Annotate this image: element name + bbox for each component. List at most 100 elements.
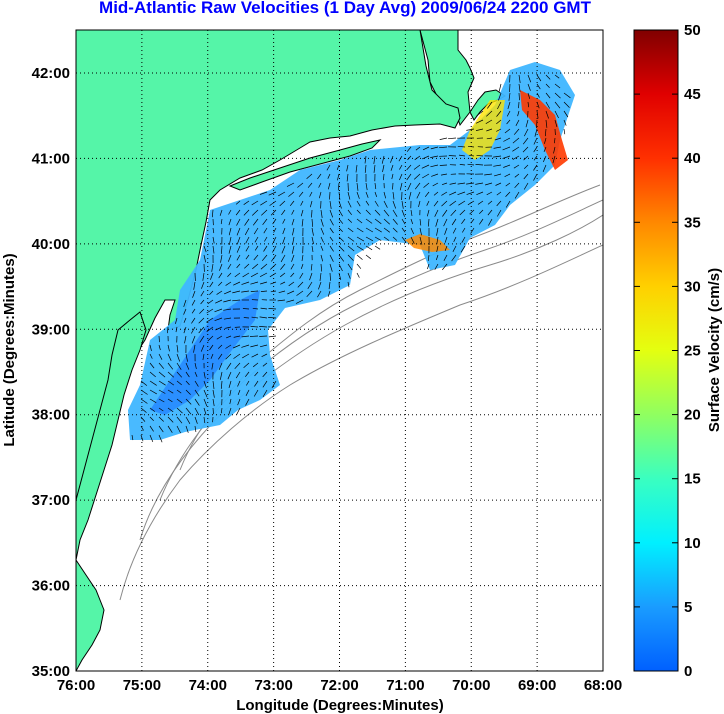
velocity-arrow [545,110,549,119]
velocity-arrow [554,92,561,99]
velocity-arrow [347,281,350,288]
velocity-arrow [356,191,360,199]
velocity-arrow [217,344,223,349]
velocity-arrow [496,128,502,132]
velocity-arrow [244,218,250,226]
velocity-arrow [310,263,313,271]
velocity-arrow [536,92,540,98]
velocity-arrow [383,200,388,208]
velocity-arrow [198,317,205,324]
velocity-arrow [419,227,422,236]
velocity-arrow [439,137,448,140]
velocity-arrow [421,155,430,160]
velocity-arrow [253,254,259,261]
velocity-arrow [365,254,372,260]
velocity-arrow [329,227,334,234]
velocity-arrow [158,434,163,443]
velocity-arrow [199,308,205,314]
velocity-arrow [506,119,511,125]
velocity-arrow [262,371,268,378]
velocity-arrow [434,209,439,217]
velocity-arrow [527,92,531,99]
velocity-arrow [383,236,390,241]
velocity-arrow [277,299,286,302]
velocity-arrow [185,389,191,395]
velocity-arrow [140,416,146,422]
velocity-arrow [430,164,439,168]
velocity-arrow [263,245,268,252]
velocity-arrow [543,146,547,153]
velocity-arrow [458,200,466,206]
velocity-arrow [218,272,223,279]
velocity-arrow [513,164,520,169]
velocity-arrow [194,371,198,377]
velocity-arrow [436,245,439,252]
velocity-arrow [220,380,223,389]
velocity-arrow [259,344,268,348]
velocity-arrow [201,281,205,289]
velocity-arrow [301,218,304,227]
velocity-arrow [486,137,493,140]
x-axis-label: Longitude (Degrees:Minutes) [236,697,444,714]
velocity-arrow [280,281,286,285]
velocity-arrow [206,308,214,314]
velocity-arrow [291,218,295,226]
velocity-arrow [279,200,286,207]
velocity-arrow [309,200,313,208]
velocity-arrow [338,236,344,242]
velocity-arrow [167,353,172,361]
velocity-arrow [199,335,205,343]
velocity-arrow [338,227,343,232]
velocity-arrow [383,173,385,181]
velocity-arrow [282,218,286,224]
velocity-arrow [448,155,457,157]
velocity-arrow [441,200,448,207]
velocity-arrow [319,272,322,281]
velocity-arrow [413,173,421,180]
velocity-arrow [243,209,250,216]
colorbar-tick-label: 0 [684,663,692,680]
velocity-arrow [440,173,448,176]
velocity-arrow [476,154,484,157]
velocity-arrow [191,308,196,314]
velocity-arrow [245,398,250,406]
velocity-arrow [381,155,385,164]
velocity-arrow [194,389,200,397]
velocity-arrow [253,227,259,235]
colorbar-tick-label: 45 [684,86,701,103]
velocity-arrow [545,92,551,99]
velocity-arrow [200,344,205,352]
velocity-arrow [223,308,232,311]
y-tick-label: 42:00 [32,65,70,82]
velocity-fast-shelf [405,234,450,252]
velocity-arrow [347,191,351,200]
velocity-arrow [487,101,493,109]
colorbar-tick-label: 10 [684,535,701,552]
velocity-arrow [203,245,207,253]
velocity-arrow [264,236,268,242]
velocity-arrow [167,416,174,423]
velocity-arrow [338,254,345,262]
velocity-arrow [262,380,268,388]
velocity-arrow [533,146,538,153]
velocity-arrow [311,227,314,236]
velocity-arrow [260,281,268,285]
velocity-arrow [337,173,340,181]
velocity-arrow [228,236,232,245]
velocity-arrow [442,209,448,217]
velocity-arrow [167,371,175,378]
velocity-arrow [158,416,164,422]
velocity-arrow [433,191,439,196]
y-tick-label: 38:00 [32,407,70,424]
colorbar-tick-label: 30 [684,278,701,295]
velocity-arrow [212,389,215,398]
velocity-arrow [512,137,520,144]
velocity-arrow [401,200,404,209]
velocity-arrow [468,154,475,157]
velocity-arrow [485,182,493,186]
velocity-arrow [496,209,502,217]
velocity-arrow [448,137,457,140]
velocity-arrow [254,245,259,251]
velocity-arrow [514,191,520,199]
colorbar [633,29,679,672]
